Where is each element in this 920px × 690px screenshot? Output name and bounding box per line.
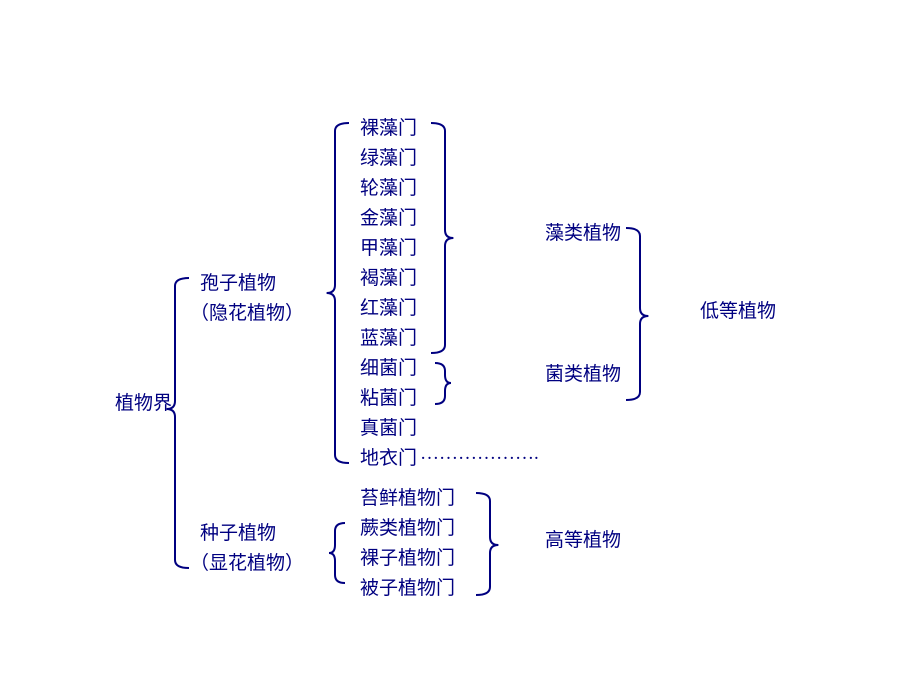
leaf-item: 蓝藻门 — [360, 323, 417, 350]
group2-line2: （显花植物） — [190, 548, 304, 575]
leaf-item: 绿藻门 — [360, 143, 417, 170]
leaf-item: 裸藻门 — [360, 113, 417, 140]
brace-algae — [431, 123, 453, 353]
cat-fungi-label: 菌类植物 — [545, 359, 621, 386]
root-label: 植物界 — [115, 388, 172, 415]
group2-line1: 种子植物 — [200, 518, 276, 545]
group1-line2: （隐花植物） — [190, 298, 304, 325]
leaf-item: 地衣门 — [360, 443, 417, 470]
cat-lower-label: 低等植物 — [700, 296, 776, 323]
cat-algae-label: 藻类植物 — [545, 218, 621, 245]
leaf-item: 轮藻门 — [360, 173, 417, 200]
leaf-item: 苔鲜植物门 — [360, 483, 455, 510]
leaf-item: 细菌门 — [360, 353, 417, 380]
brace-group1 — [327, 123, 349, 463]
brace-root — [167, 278, 189, 568]
leaf-item: 裸子植物门 — [360, 543, 455, 570]
brace-higher — [476, 493, 498, 595]
brace-fungi — [435, 363, 451, 404]
leaf-item: 红藻门 — [360, 293, 417, 320]
leaf-item: 金藻门 — [360, 203, 417, 230]
leaf-item: 真菌门 — [360, 413, 417, 440]
leaf-item: 粘菌门 — [360, 383, 417, 410]
leaf-item: 被子植物门 — [360, 573, 455, 600]
brace-lower — [626, 228, 648, 400]
leaf-item: 蕨类植物门 — [360, 513, 455, 540]
group1-line1: 孢子植物 — [200, 268, 276, 295]
brace-group2 — [329, 523, 345, 583]
leaf-item: 褐藻门 — [360, 263, 417, 290]
leaf-item: 甲藻门 — [360, 233, 417, 260]
cat-higher-label: 高等植物 — [545, 525, 621, 552]
dots-connector: ………………. — [420, 443, 539, 465]
